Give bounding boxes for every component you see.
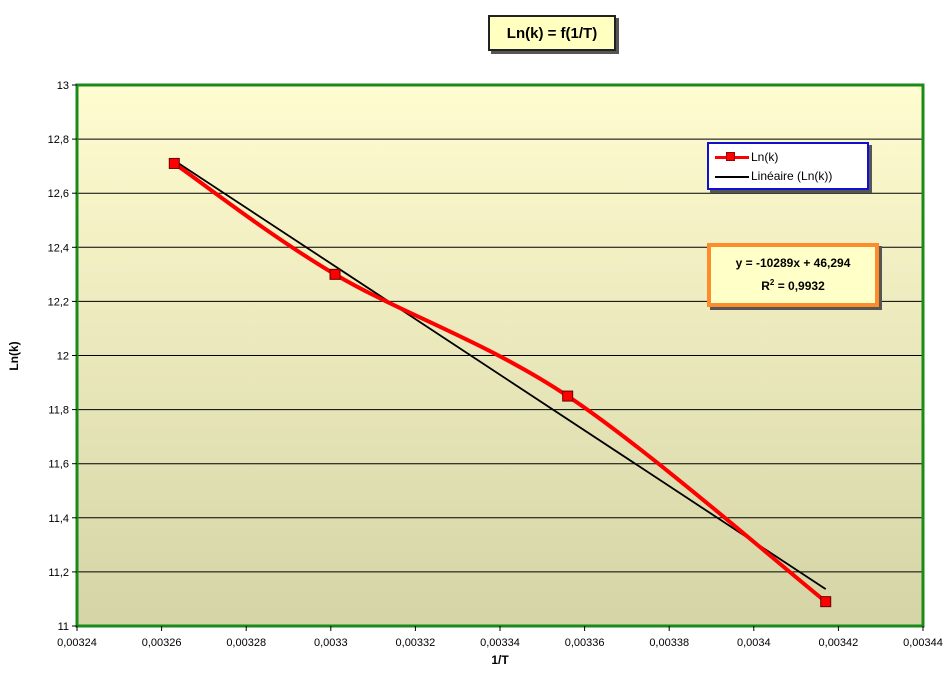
y-tick-label: 12,4 — [48, 242, 69, 254]
legend-label-series: Ln(k) — [751, 149, 779, 164]
y-tick-label: 11,4 — [48, 513, 69, 525]
y-tick-label: 12,2 — [48, 296, 69, 308]
data-point — [820, 596, 832, 608]
x-tick-label: 0,0033 — [314, 637, 348, 649]
x-tick-label: 0,00342 — [819, 637, 859, 649]
trendline-equation-box: y = -10289x + 46,294 R2 = 0,9932 — [707, 243, 879, 307]
y-tick-label: 12,8 — [48, 134, 69, 146]
x-tick-label: 0,00338 — [649, 637, 689, 649]
x-tick-label: 0,00344 — [903, 637, 943, 649]
legend-swatch-trendline — [715, 170, 749, 182]
y-axis-label: Ln(k) — [7, 341, 21, 370]
x-tick-label: 0,00334 — [480, 637, 520, 649]
legend: Ln(k) Linéaire (Ln(k)) — [707, 142, 869, 190]
data-series — [168, 157, 832, 608]
legend-swatch-series — [715, 151, 749, 163]
x-tick-label: 0,00324 — [57, 637, 97, 649]
chart-title: Ln(k) = f(1/T) — [488, 15, 616, 51]
x-tick-label: 0,00336 — [565, 637, 605, 649]
data-point — [562, 390, 574, 402]
legend-label-trendline: Linéaire (Ln(k)) — [751, 168, 833, 183]
x-tick-label: 0,00328 — [226, 637, 266, 649]
series-line — [173, 161, 827, 604]
x-tick-label: 0,00326 — [142, 637, 182, 649]
data-point — [168, 157, 180, 169]
x-tick-label: 0,00332 — [396, 637, 436, 649]
y-tick-label: 11,2 — [48, 567, 69, 579]
x-tick-label: 0,0034 — [737, 637, 771, 649]
trendline-line — [173, 159, 827, 590]
legend-entry-trendline: Linéaire (Ln(k)) — [715, 166, 861, 185]
legend-entry-series: Ln(k) — [715, 147, 861, 166]
data-point — [329, 268, 341, 280]
trendline-r-squared: R2 = 0,9932 — [761, 278, 825, 293]
y-tick-label: 12 — [57, 351, 69, 363]
y-tick-label: 13 — [57, 80, 69, 92]
axes: 11 11,2 11,4 11,6 11,8 12 12,2 12,4 12,6 12,8 13 0,… — [48, 80, 943, 649]
trendline-equation: y = -10289x + 46,294 — [735, 256, 851, 270]
trendline — [173, 159, 827, 590]
x-axis-label: 1/T — [491, 653, 509, 667]
y-tick-label: 12,6 — [48, 188, 69, 200]
y-tick-label: 11 — [58, 621, 69, 633]
y-tick-label: 11,6 — [48, 459, 69, 471]
y-tick-label: 11,8 — [48, 405, 69, 417]
